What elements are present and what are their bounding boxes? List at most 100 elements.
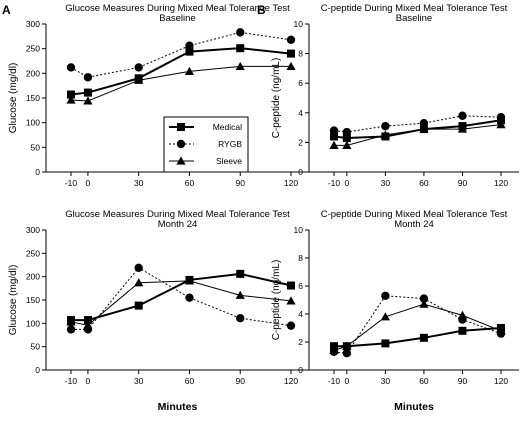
- data-point-rygb: [286, 35, 296, 44]
- chart-subtitle: Baseline: [396, 13, 432, 24]
- x-tick-label: 90: [235, 376, 245, 386]
- data-point-rygb: [496, 113, 506, 122]
- data-point-sleeve: [457, 124, 468, 133]
- series-line-sleeve: [333, 303, 502, 351]
- y-tick-label: 0: [298, 365, 303, 375]
- y-axis-label: Glucose (mg/dl): [8, 63, 19, 134]
- data-point-medical: [83, 88, 92, 97]
- x-tick-label: 60: [185, 376, 195, 386]
- data-point-rygb: [185, 293, 194, 302]
- y-tick-label: 200: [26, 68, 40, 78]
- data-point-medical: [330, 132, 338, 141]
- x-axis-label: Minutes: [158, 401, 198, 413]
- data-point-rygb: [342, 127, 352, 137]
- chart-panel-2: C-peptide During Mixed Meal Tolerance Te…: [271, 3, 519, 188]
- data-point-sleeve: [419, 299, 429, 308]
- y-tick-label: 300: [26, 19, 40, 29]
- data-point-sleeve: [184, 66, 195, 75]
- x-tick-label: 90: [235, 178, 245, 188]
- data-point-medical: [67, 90, 75, 99]
- data-point-sleeve: [83, 320, 93, 329]
- y-axis-label: C-peptide (ng/mL): [271, 58, 282, 139]
- data-point-medical: [287, 49, 295, 58]
- data-point-rygb: [83, 73, 93, 82]
- y-tick-label: 4: [298, 309, 303, 319]
- data-point-sleeve: [134, 278, 144, 287]
- data-point-medical: [185, 47, 194, 56]
- x-tick-label: 120: [494, 376, 508, 386]
- x-tick-label: 0: [344, 178, 349, 188]
- data-point-medical: [419, 333, 428, 342]
- data-point-rygb: [66, 325, 76, 334]
- legend-label-rygb: RYGB: [218, 139, 242, 149]
- series-line-rygb: [70, 31, 292, 78]
- y-tick-label: 150: [26, 93, 40, 103]
- data-point-sleeve: [342, 140, 352, 149]
- chart-panel-1: Glucose Measures During Mixed Meal Toler…: [8, 3, 309, 188]
- series-line-sleeve: [70, 280, 292, 326]
- data-point-sleeve: [380, 130, 390, 139]
- data-point-sleeve: [184, 276, 195, 285]
- data-point-sleeve: [380, 312, 390, 321]
- data-point-sleeve: [329, 140, 339, 149]
- data-point-sleeve: [134, 75, 144, 84]
- data-point-sleeve: [235, 290, 245, 299]
- data-point-medical: [236, 44, 245, 53]
- chart-panel-4: C-peptide During Mixed Meal Tolerance Te…: [271, 209, 519, 413]
- data-point-rygb: [134, 63, 143, 72]
- data-point-sleeve: [329, 345, 339, 354]
- y-tick-label: 10: [294, 19, 304, 29]
- data-point-sleeve: [286, 61, 296, 71]
- data-point-rygb: [419, 118, 429, 128]
- y-tick-label: 2: [298, 137, 303, 147]
- data-point-rygb: [342, 349, 352, 358]
- y-tick-label: 2: [298, 337, 303, 347]
- chart-title: Glucose Measures During Mixed Meal Toler…: [65, 209, 290, 220]
- data-point-sleeve: [419, 124, 429, 133]
- x-tick-label: 120: [494, 178, 508, 188]
- x-tick-label: -10: [328, 178, 341, 188]
- data-point-rygb: [329, 126, 339, 135]
- data-point-medical: [342, 133, 351, 142]
- x-tick-label: 30: [381, 178, 391, 188]
- data-point-rygb: [185, 41, 194, 50]
- y-tick-label: 150: [26, 295, 40, 305]
- data-point-sleeve: [496, 120, 506, 129]
- y-tick-label: 0: [35, 167, 40, 177]
- series-line-sleeve: [334, 124, 502, 146]
- series-line-medical: [333, 119, 502, 139]
- x-tick-label: 0: [86, 178, 91, 188]
- y-tick-label: 300: [26, 225, 40, 235]
- legend-label-medical: Medical: [213, 122, 242, 132]
- x-tick-label: 30: [134, 376, 144, 386]
- chart-subtitle: Month 24: [394, 219, 434, 230]
- x-tick-label: -10: [65, 178, 78, 188]
- x-tick-label: 30: [134, 178, 144, 188]
- y-tick-label: 4: [298, 108, 303, 118]
- data-point-rygb: [381, 291, 390, 300]
- legend-marker-rygb: [176, 139, 186, 149]
- x-tick-label: 60: [185, 178, 195, 188]
- x-tick-label: 90: [458, 376, 468, 386]
- panel-letter-b: B: [257, 3, 266, 17]
- data-point-medical: [83, 316, 92, 325]
- data-point-rygb: [381, 121, 390, 131]
- y-tick-label: 200: [26, 272, 40, 282]
- x-tick-label: -10: [65, 376, 78, 386]
- series-line-sleeve: [70, 65, 291, 102]
- legend-marker-medical: [177, 123, 185, 131]
- x-tick-label: 120: [284, 376, 298, 386]
- chart-panel-3: Glucose Measures During Mixed Meal Toler…: [8, 209, 309, 413]
- data-point-medical: [134, 301, 143, 310]
- y-tick-label: 0: [298, 167, 303, 177]
- legend-label-sleeve: Sleeve: [216, 156, 242, 166]
- series-line-medical: [70, 47, 292, 96]
- x-tick-label: -10: [328, 376, 341, 386]
- data-point-rygb: [134, 263, 143, 272]
- chart-title: C-peptide During Mixed Meal Tolerance Te…: [321, 209, 508, 220]
- data-point-medical: [458, 326, 467, 335]
- x-tick-label: 0: [344, 376, 349, 386]
- data-point-rygb: [236, 314, 245, 323]
- chart-subtitle: Month 24: [158, 219, 198, 230]
